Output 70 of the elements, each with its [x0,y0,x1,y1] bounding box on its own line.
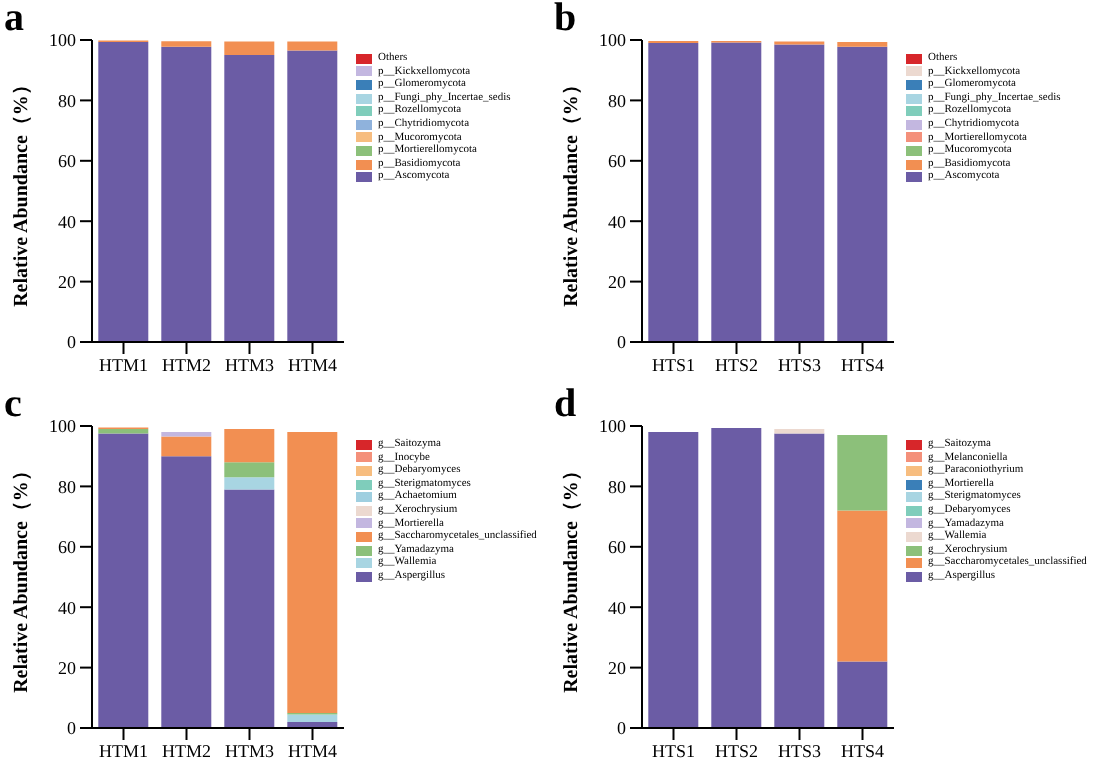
y-tick-label: 20 [608,657,627,678]
x-tick-label: HTS3 [777,354,822,375]
y-tick-label: 100 [599,416,627,437]
bar [98,433,149,728]
x-tick-label: HTS4 [840,740,885,761]
bar [224,462,275,478]
bar [287,714,338,722]
bar [224,477,275,490]
bar [224,489,275,728]
y-tick-label: 60 [608,537,627,558]
x-tick-label: HTS2 [714,354,759,375]
bar [161,436,212,457]
bar [161,456,212,728]
x-tick-label: HTS1 [651,354,696,375]
y-axis-title: Relative Abundance（%） [11,75,34,307]
y-tick-label: 60 [58,151,77,172]
y-tick-label: 20 [58,657,77,678]
bar [837,661,888,728]
y-tick-label: 0 [617,332,627,353]
chart-title: d [554,382,577,428]
y-tick-label: 80 [58,476,77,497]
bar [287,41,338,51]
y-tick-label: 100 [49,30,77,51]
bar [837,510,888,662]
y-axis-title: Relative Abundance（%） [11,461,34,693]
bar [224,429,275,463]
x-tick-label: HTM4 [288,740,338,761]
bar [224,55,275,342]
bar [161,46,212,342]
bar [287,432,338,713]
chart-title: c [4,382,22,428]
x-tick-label: HTM2 [162,354,211,375]
x-tick-label: HTM3 [225,354,275,375]
y-axis-title: Relative Abundance（%） [561,461,584,693]
chart-title: a [4,0,24,42]
y-tick-label: 100 [49,416,77,437]
x-tick-label: HTS4 [840,354,885,375]
x-tick-label: HTM2 [162,740,211,761]
x-tick-label: HTS3 [777,740,822,761]
bar [837,435,888,511]
y-tick-label: 80 [608,476,627,497]
y-tick-label: 40 [58,211,77,232]
bar [648,432,699,728]
y-tick-label: 60 [608,151,627,172]
bar [224,41,275,56]
y-tick-label: 20 [58,271,77,292]
x-tick-label: HTM3 [225,740,275,761]
x-tick-label: HTM4 [288,354,338,375]
y-tick-label: 40 [58,597,77,618]
y-tick-label: 40 [608,597,627,618]
y-tick-label: 0 [67,332,77,353]
y-tick-label: 40 [608,211,627,232]
bar [287,50,338,342]
y-tick-label: 60 [58,537,77,558]
y-tick-label: 80 [58,90,77,111]
y-tick-label: 0 [67,718,77,739]
bar [161,41,212,47]
chart-title: b [554,0,577,42]
y-axis-title: Relative Abundance（%） [561,75,584,307]
x-tick-label: HTM1 [99,740,148,761]
bar [98,42,149,342]
x-tick-label: HTS2 [714,740,759,761]
y-tick-label: 100 [599,30,627,51]
y-tick-label: 80 [608,90,627,111]
y-tick-label: 20 [608,271,627,292]
bar [711,428,762,728]
x-tick-label: HTM1 [99,354,148,375]
y-tick-label: 0 [617,718,627,739]
bar [774,433,825,728]
x-tick-label: HTS1 [651,740,696,761]
